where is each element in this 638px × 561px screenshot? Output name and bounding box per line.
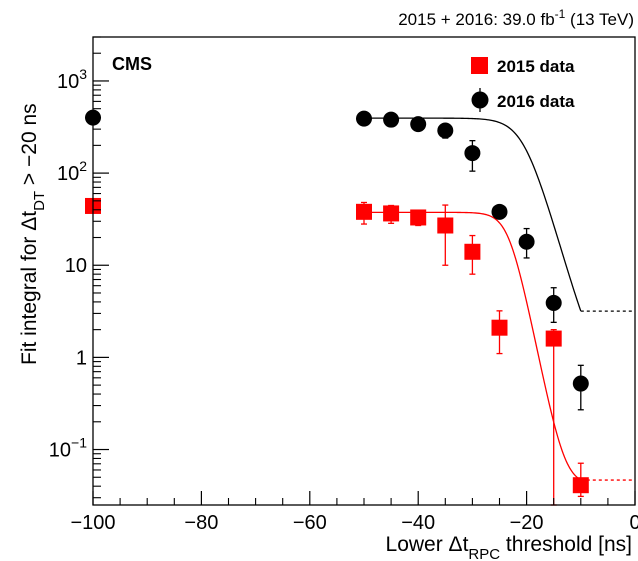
data-point	[464, 234, 481, 275]
marker-circle	[356, 110, 372, 127]
marker-square	[383, 205, 400, 222]
data-point	[545, 328, 562, 506]
y-tick-label: 102	[57, 158, 87, 185]
marker-square	[464, 243, 481, 260]
data-point	[356, 110, 372, 127]
x-axis-label-main: Lower Δt	[386, 533, 469, 556]
data-points	[85, 109, 589, 506]
marker-square	[572, 477, 589, 494]
data-point	[437, 122, 454, 139]
data-point	[410, 116, 427, 133]
data-point	[491, 203, 508, 220]
marker-square	[437, 217, 454, 234]
data-point	[518, 227, 535, 259]
legend-label-2016: 2016 data	[497, 92, 575, 111]
x-axis-label: Lower ΔtRPC threshold [ns]	[386, 533, 632, 561]
marker-square	[356, 203, 372, 220]
header-lumi-unit-exponent: -1	[555, 7, 566, 21]
x-axis-label-sub: RPC	[468, 546, 500, 561]
y-axis-label-sub: DT	[31, 191, 48, 211]
x-tick-label: −20	[510, 512, 544, 534]
x-tick-label: −60	[293, 512, 327, 534]
marker-circle	[464, 145, 481, 162]
legend: 2015 data 2016 data	[471, 57, 575, 112]
fit-curve	[364, 117, 582, 312]
data-point	[383, 111, 400, 128]
data-point	[491, 310, 508, 355]
y-tick-label: 10−1	[49, 435, 87, 462]
legend-marker-2015	[471, 57, 488, 74]
marker-square	[545, 330, 562, 347]
y-axis-label: Fit integral for ΔtDT > −20 ns	[18, 103, 48, 365]
data-point	[572, 364, 589, 411]
legend-label-2015: 2015 data	[497, 57, 575, 76]
data-point	[356, 201, 372, 225]
marker-circle	[410, 116, 427, 133]
y-tick-label: 10	[65, 255, 87, 277]
y-tick-label: 103	[57, 66, 87, 93]
x-tick-label: −100	[70, 512, 115, 534]
y-tick-label: 1	[76, 347, 87, 369]
y-axis-label-tail: > −20 ns	[18, 103, 41, 191]
y-axis-ticks: 10−1 1 10 102 103	[49, 36, 109, 499]
x-tick-label: 0	[629, 512, 638, 534]
y-axis-label-main: Fit integral for Δt	[18, 211, 41, 365]
marker-square	[410, 209, 427, 226]
x-tick-label: −40	[401, 512, 435, 534]
marker-circle	[491, 203, 508, 220]
data-point	[410, 209, 427, 227]
marker-circle	[383, 111, 400, 128]
data-point	[437, 204, 454, 266]
fit-curve	[364, 211, 582, 481]
header-text: 2015 + 2016: 39.0 fb-1 (13 TeV)	[398, 7, 634, 29]
marker-circle	[437, 122, 454, 139]
x-tick-label: −80	[184, 512, 218, 534]
x-axis-ticks: −100 −80 −60 −40 −20 0	[70, 491, 638, 534]
marker-circle	[518, 233, 535, 250]
header-energy: (13 TeV)	[565, 10, 634, 29]
fit-curves	[364, 117, 635, 481]
marker-square	[491, 319, 508, 336]
experiment-label: CMS	[112, 54, 152, 74]
x-axis-label-tail: threshold [ns]	[500, 533, 632, 556]
marker-circle	[545, 294, 562, 311]
data-point	[464, 140, 481, 172]
data-point	[545, 287, 562, 324]
data-point	[383, 204, 400, 224]
data-point	[572, 462, 589, 498]
marker-circle	[572, 375, 589, 392]
header-lumi: 2015 + 2016: 39.0 fb	[398, 10, 554, 29]
